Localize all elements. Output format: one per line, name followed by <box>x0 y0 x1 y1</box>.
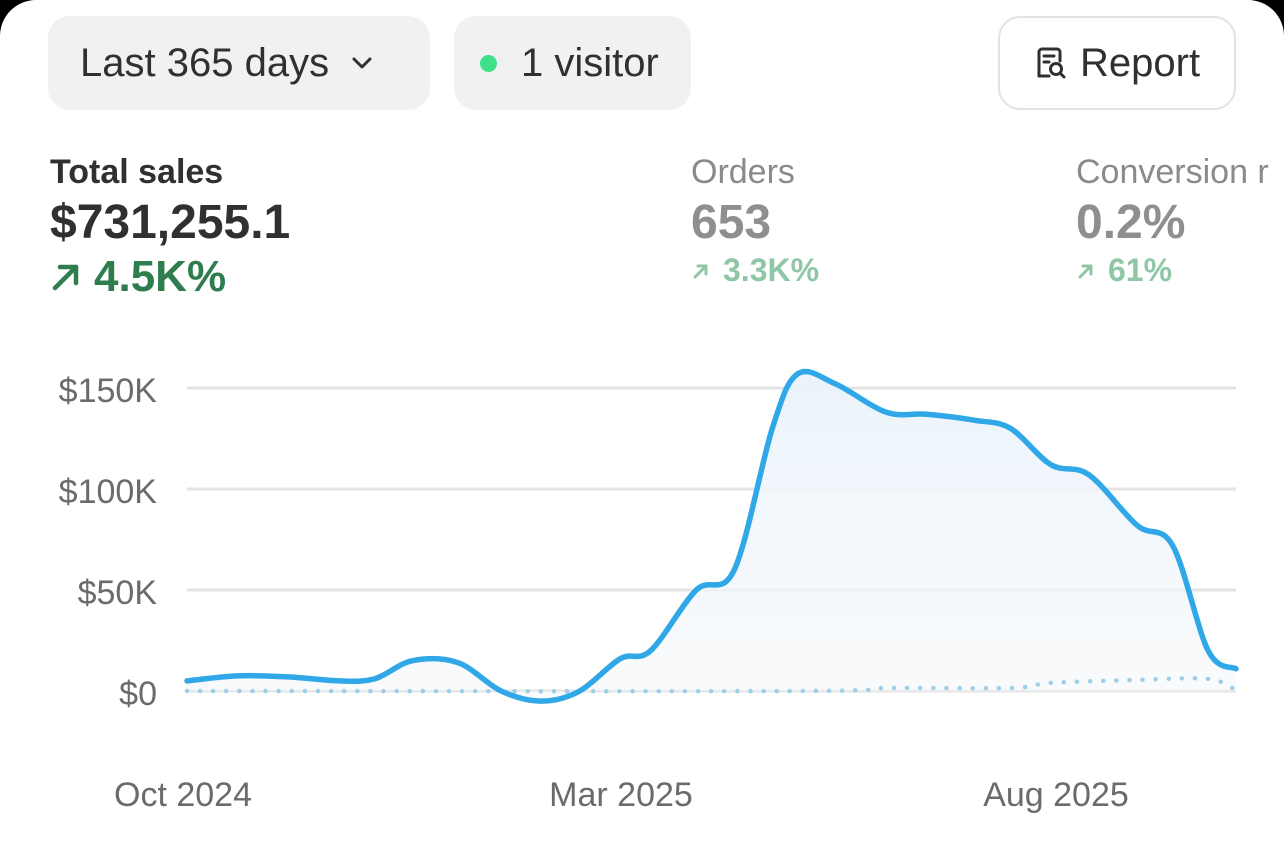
date-range-label: Last 365 days <box>80 40 330 85</box>
live-visitors-button[interactable]: 1 visitor <box>454 16 691 110</box>
report-button[interactable]: Report <box>998 16 1236 110</box>
x-tick-label: Aug 2025 <box>983 776 1129 814</box>
metric-delta-value: 3.3K% <box>723 252 820 288</box>
sales-series-line <box>184 368 1239 704</box>
metric-value: 653 <box>691 196 772 249</box>
report-search-icon <box>1037 47 1066 79</box>
y-tick-label: $0 <box>119 675 157 713</box>
metric-orders[interactable]: Orders 653 3.3K% <box>691 152 819 289</box>
metric-label: Conversion r <box>1076 153 1269 191</box>
metric-delta: 61% <box>1076 252 1269 289</box>
date-range-button[interactable]: Last 365 days <box>48 16 430 110</box>
metric-value: 0.2% <box>1076 196 1186 249</box>
metric-delta-value: 61% <box>1108 252 1173 288</box>
chevron-down-icon <box>352 57 372 69</box>
visitor-count-label: 1 visitor <box>521 40 659 85</box>
x-tick-label: Oct 2024 <box>114 776 252 814</box>
metric-total-sales[interactable]: Total sales $731,255.1 4.5K% <box>50 152 290 302</box>
y-axis: $150K $100K $50K $0 <box>59 372 158 713</box>
x-tick-label: Mar 2025 <box>549 776 693 814</box>
y-tick-label: $50K <box>78 574 158 612</box>
metric-delta-value: 4.5K% <box>94 252 227 301</box>
arrow-up-right-icon <box>52 264 79 291</box>
arrow-up-right-icon <box>693 264 708 278</box>
y-tick-label: $150K <box>59 372 158 410</box>
x-axis: Oct 2024 Mar 2025 Aug 2025 <box>114 776 1129 814</box>
comparison-series-line <box>184 675 1239 694</box>
metric-value: $731,255.1 <box>50 196 291 249</box>
metric-delta: 3.3K% <box>691 252 819 289</box>
metric-label: Orders <box>691 153 795 191</box>
metric-label: Total sales <box>50 153 224 191</box>
y-tick-label: $100K <box>59 473 158 511</box>
series-layer <box>184 368 1239 704</box>
report-label: Report <box>1080 40 1201 85</box>
live-dot-icon <box>480 54 497 72</box>
arrow-up-right-icon <box>1078 264 1093 278</box>
metric-delta: 4.5K% <box>50 252 290 302</box>
sales-area-fill <box>187 371 1236 702</box>
metric-conversion-rate[interactable]: Conversion r 0.2% 61% <box>1076 152 1269 289</box>
